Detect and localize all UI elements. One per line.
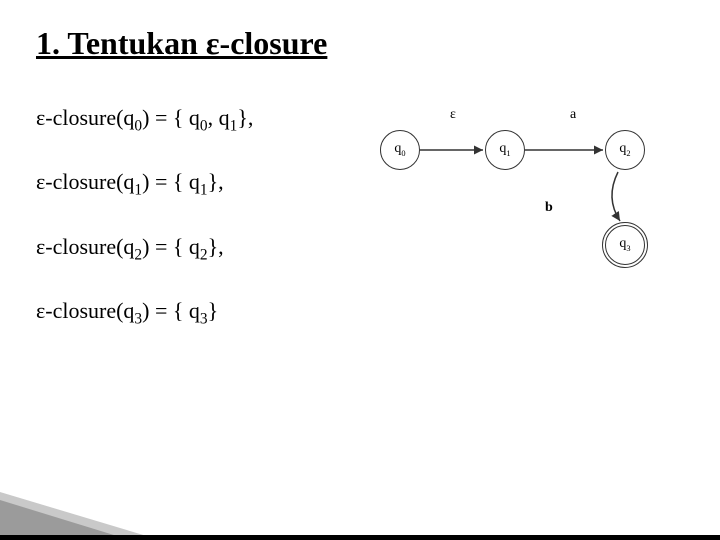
node-label: q2 <box>619 142 630 158</box>
node-label-sub: 2 <box>626 149 630 158</box>
eq-text: }, <box>237 105 253 130</box>
slide-title: 1. Tentukan ε-closure <box>36 25 327 62</box>
eq-e-closure-q1: ε-closure(q1) = { q1}, <box>36 169 356 199</box>
edge-label-epsilon: ε <box>450 107 456 123</box>
eq-e-closure-q0: ε-closure(q0) = { q0, q1}, <box>36 105 356 135</box>
eq-text: ε-closure(q <box>36 105 134 130</box>
node-q1: q1 <box>485 130 525 170</box>
eq-text: } <box>208 298 219 323</box>
node-label-main: q <box>619 236 626 251</box>
node-label: q3 <box>619 237 630 253</box>
eq-sub: 1 <box>200 182 208 199</box>
node-label-sub: 3 <box>626 244 630 253</box>
node-label: q1 <box>499 142 510 158</box>
eq-sub: 3 <box>200 311 208 328</box>
eq-sub: 2 <box>200 246 208 263</box>
eq-text: ) = { q <box>142 298 200 323</box>
eq-e-closure-q3: ε-closure(q3) = { q3} <box>36 298 356 328</box>
edge-label-b: b <box>545 200 553 216</box>
eq-text: ε-closure(q <box>36 234 134 259</box>
node-label-sub: 0 <box>401 149 405 158</box>
node-label: q0 <box>394 142 405 158</box>
slide-root: 1. Tentukan ε-closure ε-closure(q0) = { … <box>0 0 720 540</box>
eq-sub: 2 <box>134 246 142 263</box>
eq-text: ) = { q <box>142 105 200 130</box>
edge-label-a: a <box>570 107 576 123</box>
nfa-diagram: q0 q1 q2 q3 ε a b <box>370 90 700 290</box>
equation-block: ε-closure(q0) = { q0, q1}, ε-closure(q1)… <box>36 105 356 363</box>
footer-decor-triangle-2 <box>0 500 130 540</box>
eq-text: }, <box>208 169 224 194</box>
footer-decor-line <box>0 535 720 540</box>
node-label-sub: 1 <box>506 149 510 158</box>
eq-sub: 1 <box>134 182 142 199</box>
eq-e-closure-q2: ε-closure(q2) = { q2}, <box>36 234 356 264</box>
eq-text: , q <box>208 105 230 130</box>
eq-text: ) = { q <box>142 169 200 194</box>
eq-text: ε-closure(q <box>36 298 134 323</box>
eq-text: ε-closure(q <box>36 169 134 194</box>
diagram-edges <box>370 90 700 290</box>
eq-sub: 0 <box>134 117 142 134</box>
node-q2: q2 <box>605 130 645 170</box>
node-q0: q0 <box>380 130 420 170</box>
eq-text: }, <box>208 234 224 259</box>
eq-sub: 0 <box>200 117 208 134</box>
eq-text: ) = { q <box>142 234 200 259</box>
node-q3-final: q3 <box>605 225 645 265</box>
eq-sub: 3 <box>134 311 142 328</box>
